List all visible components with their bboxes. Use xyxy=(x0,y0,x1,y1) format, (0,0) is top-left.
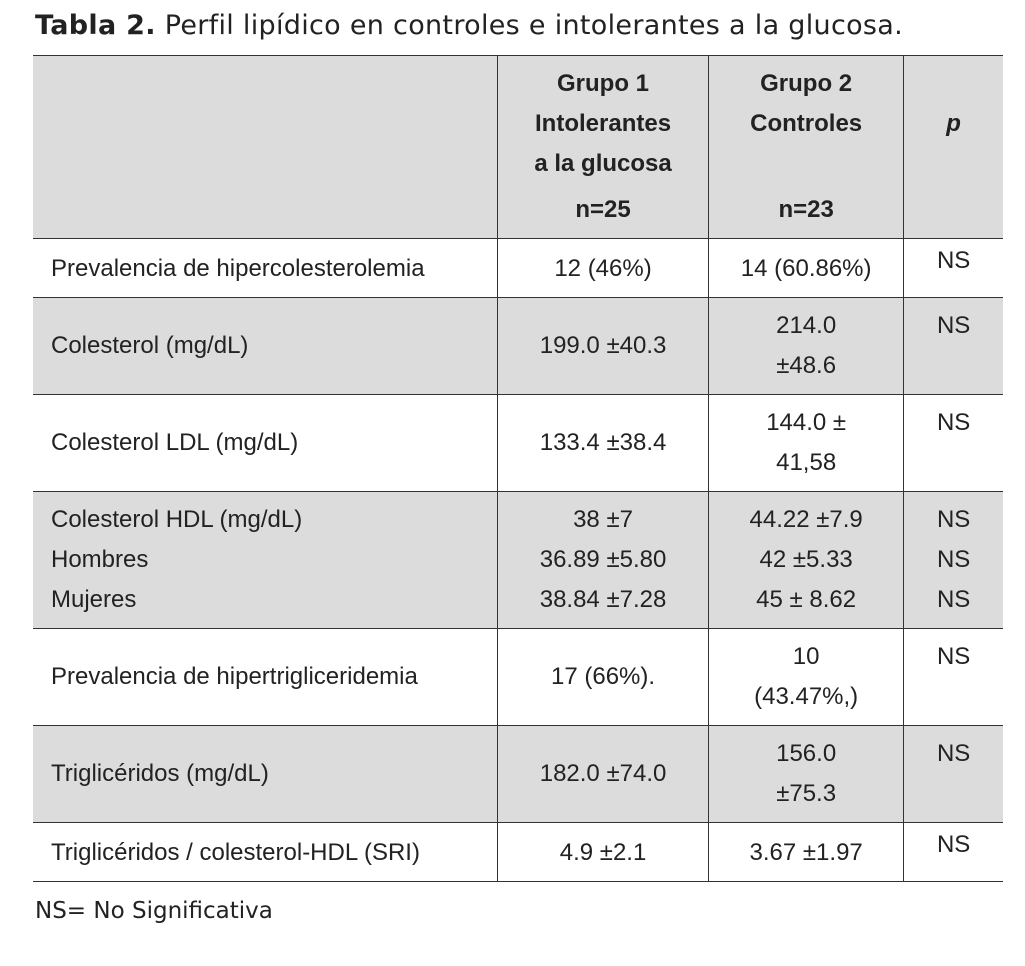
table-row: Prevalencia de hipertrigliceridemia 17 (6… xyxy=(33,628,1003,726)
table-row: Colesterol HDL (mg/dL) Hombres Mujeres 38 ±… xyxy=(33,491,1003,629)
cell-line: NS xyxy=(936,409,971,436)
cell-line: 44.22 ±7.9 xyxy=(749,506,863,533)
cell-line: 4.9 ±2.1 xyxy=(559,839,647,866)
cell-line: NS xyxy=(936,247,971,274)
title-text: Perfil lipídico en controles e intoleran… xyxy=(164,10,904,41)
table-cell: NS xyxy=(903,394,1003,492)
cell-line: 156.0 xyxy=(776,740,837,767)
cell-line: 144.0 ± xyxy=(766,409,847,436)
cell-line: NS xyxy=(936,586,971,613)
table-cell: NS xyxy=(903,297,1003,395)
data-table: Grupo 1 Intolerantes a la glucosa n=25 Grupo… xyxy=(33,55,1003,882)
table-cell: 4.9 ±2.1 xyxy=(497,822,709,882)
table-cell: 144.0 ± 41,58 xyxy=(708,394,904,492)
table-cell: NS xyxy=(903,822,1003,882)
cell-line: NS xyxy=(936,546,971,573)
footnote: NS= No Significativa xyxy=(35,898,273,924)
cell-line: Mujeres xyxy=(51,586,137,613)
cell-line: 36.89 ±5.80 xyxy=(539,546,667,573)
header-content: p xyxy=(912,64,995,230)
header-content: Grupo 2 Controles n=23 xyxy=(717,64,895,230)
title-label: Tabla 2. xyxy=(35,10,156,41)
table-row: Colesterol (mg/dL) 199.0 ±40.3 214.0 ±48.6 N… xyxy=(33,297,1003,395)
cell-line: ±75.3 xyxy=(776,780,837,807)
table-cell: 133.4 ±38.4 xyxy=(497,394,709,492)
table-cell: 156.0 ±75.3 xyxy=(708,725,904,823)
table-cell: 12 (46%) xyxy=(497,238,709,298)
header-cell xyxy=(33,55,498,239)
cell-line: NS xyxy=(936,643,971,670)
cell-line: 41,58 xyxy=(776,449,837,476)
cell-line: Prevalencia de hipercolesterolemia xyxy=(51,255,425,282)
table-title: Tabla 2. Perfil lipídico en controles e … xyxy=(35,10,903,41)
header-line: Grupo 2 xyxy=(760,70,853,97)
header-line: Intolerantes xyxy=(535,110,672,137)
header-line: Grupo 1 xyxy=(557,70,650,97)
header-n: n=25 xyxy=(575,196,631,223)
table-cell: 199.0 ±40.3 xyxy=(497,297,709,395)
table-cell: NS xyxy=(903,238,1003,298)
header-content: Grupo 1 Intolerantes a la glucosa n=25 xyxy=(506,64,700,230)
header-n: n=23 xyxy=(778,196,834,223)
cell-line: (43.47%,) xyxy=(754,683,859,710)
cell-line: 38.84 ±7.28 xyxy=(539,586,667,613)
cell-line: Colesterol LDL (mg/dL) xyxy=(51,429,299,456)
cell-line: 10 xyxy=(792,643,820,670)
table-row: Triglicéridos (mg/dL) 182.0 ±74.0 156.0 ±75… xyxy=(33,725,1003,823)
cell-line: Prevalencia de hipertrigliceridemia xyxy=(51,663,418,690)
header-cell: Grupo 2 Controles n=23 xyxy=(708,55,904,239)
table-cell: Prevalencia de hipertrigliceridemia xyxy=(33,628,498,726)
header-line: p xyxy=(946,110,961,137)
cell-line: NS xyxy=(936,506,971,533)
table-cell: 182.0 ±74.0 xyxy=(497,725,709,823)
table-cell: Colesterol HDL (mg/dL) Hombres Mujeres xyxy=(33,491,498,629)
header-cell: Grupo 1 Intolerantes a la glucosa n=25 xyxy=(497,55,709,239)
table-cell: 214.0 ±48.6 xyxy=(708,297,904,395)
cell-line: 3.67 ±1.97 xyxy=(749,839,863,866)
cell-line: Hombres xyxy=(51,546,149,573)
cell-line: 182.0 ±74.0 xyxy=(539,760,667,787)
table-cell: Colesterol LDL (mg/dL) xyxy=(33,394,498,492)
table-cell: 14 (60.86%) xyxy=(708,238,904,298)
table-cell: Prevalencia de hipercolesterolemia xyxy=(33,238,498,298)
table-row: Colesterol LDL (mg/dL) 133.4 ±38.4 144.0 ±… xyxy=(33,394,1003,492)
cell-line: NS xyxy=(936,312,971,339)
cell-line: 42 ±5.33 xyxy=(759,546,853,573)
cell-line: NS xyxy=(936,831,971,858)
table-cell: 10 (43.47%,) xyxy=(708,628,904,726)
cell-line: 12 (46%) xyxy=(554,255,652,282)
header-line: a la glucosa xyxy=(534,150,672,177)
cell-line: 45 ± 8.62 xyxy=(756,586,857,613)
table-cell: 17 (66%). xyxy=(497,628,709,726)
header-cell: p xyxy=(903,55,1003,239)
cell-line: 133.4 ±38.4 xyxy=(539,429,667,456)
table-row: Triglicéridos / colesterol-HDL (SRI) 4.9 … xyxy=(33,822,1003,882)
table-cell: NS NS NS xyxy=(903,491,1003,629)
cell-line: 17 (66%). xyxy=(551,663,656,690)
table-cell: NS xyxy=(903,725,1003,823)
header-row: Grupo 1 Intolerantes a la glucosa n=25 Grupo… xyxy=(33,55,1003,239)
cell-line: NS xyxy=(936,740,971,767)
table-cell: 38 ±7 36.89 ±5.80 38.84 ±7.28 xyxy=(497,491,709,629)
table-cell: 44.22 ±7.9 42 ±5.33 45 ± 8.62 xyxy=(708,491,904,629)
table-cell: NS xyxy=(903,628,1003,726)
cell-line: 14 (60.86%) xyxy=(740,255,872,282)
cell-line: Triglicéridos / colesterol-HDL (SRI) xyxy=(51,839,420,866)
cell-line: Colesterol HDL (mg/dL) xyxy=(51,506,303,533)
cell-line: ±48.6 xyxy=(776,352,837,379)
cell-line: Colesterol (mg/dL) xyxy=(51,332,249,359)
table-cell: Triglicéridos / colesterol-HDL (SRI) xyxy=(33,822,498,882)
header-line: Controles xyxy=(750,110,863,137)
table-row: Prevalencia de hipercolesterolemia 12 (46… xyxy=(33,238,1003,298)
cell-line: 38 ±7 xyxy=(573,506,633,533)
table-cell: 3.67 ±1.97 xyxy=(708,822,904,882)
cell-line: 199.0 ±40.3 xyxy=(539,332,667,359)
cell-line: 214.0 xyxy=(776,312,837,339)
table-cell: Colesterol (mg/dL) xyxy=(33,297,498,395)
table-cell: Triglicéridos (mg/dL) xyxy=(33,725,498,823)
cell-line: Triglicéridos (mg/dL) xyxy=(51,760,269,787)
